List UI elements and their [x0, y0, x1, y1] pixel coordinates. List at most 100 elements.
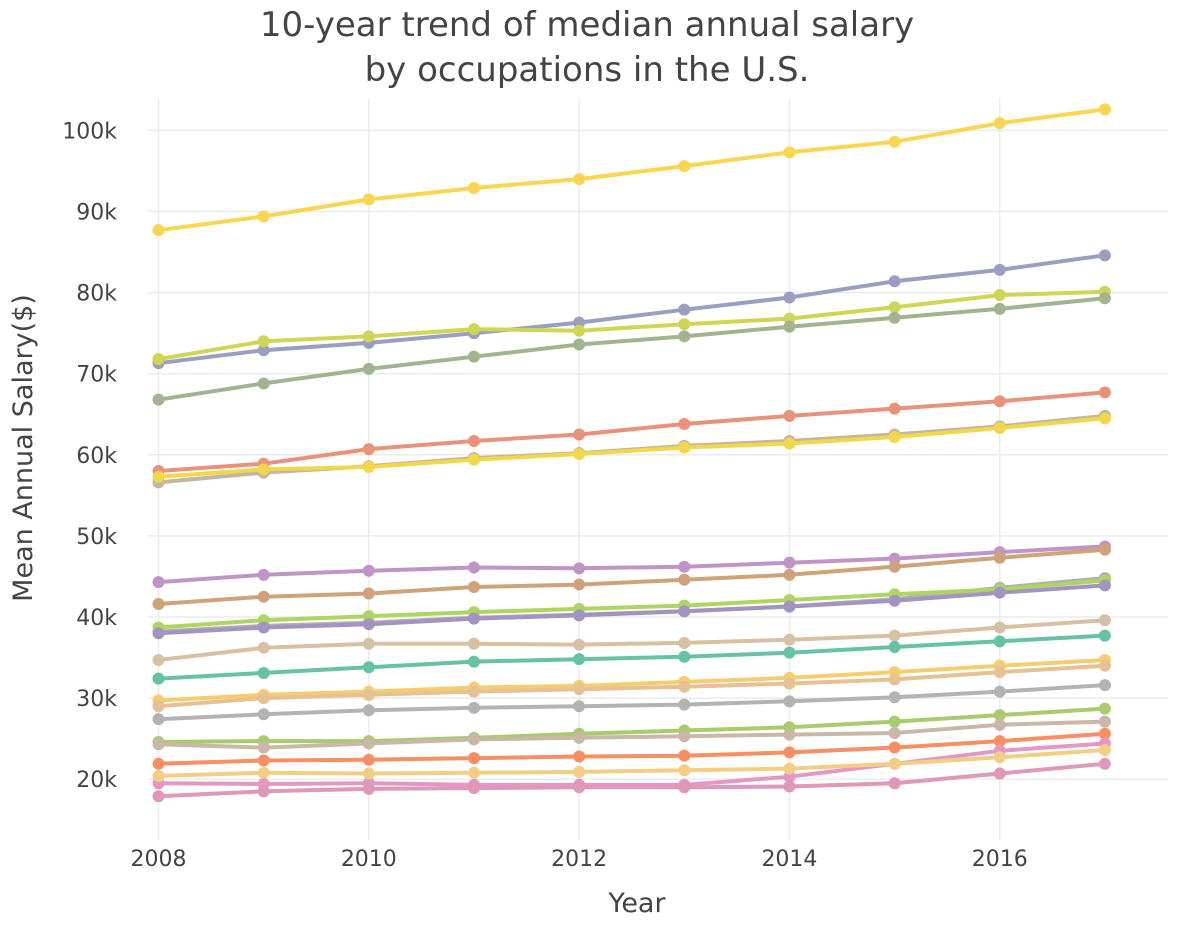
data-point	[993, 263, 1006, 276]
data-point	[888, 757, 901, 770]
data-point	[783, 728, 796, 741]
data-point	[783, 780, 796, 793]
data-point	[783, 291, 796, 304]
data-point	[257, 344, 270, 357]
data-point	[573, 338, 586, 351]
series-lines	[152, 103, 1111, 803]
y-axis-tick-labels: 20k 30k 40k 50k 60k 70k 80k 90k 100k	[62, 119, 117, 793]
data-point	[362, 767, 375, 780]
series-line	[156, 583, 1107, 636]
data-point	[993, 395, 1006, 408]
data-point	[888, 741, 901, 754]
y-tick-label: 60k	[76, 444, 117, 469]
data-point	[888, 640, 901, 653]
series-17	[152, 679, 1111, 726]
data-point	[678, 698, 691, 711]
series-5	[152, 386, 1111, 478]
data-point	[152, 738, 165, 751]
series-line	[156, 731, 1107, 766]
x-tick-label: 2010	[341, 847, 397, 872]
data-point	[573, 562, 586, 575]
data-point	[1098, 629, 1111, 642]
series-9	[152, 543, 1111, 611]
data-point	[1098, 743, 1111, 756]
series-22	[152, 743, 1111, 782]
data-point	[678, 441, 691, 454]
data-point	[467, 435, 480, 448]
data-point	[257, 335, 270, 348]
data-point	[888, 430, 901, 443]
data-point	[467, 782, 480, 795]
data-point	[678, 730, 691, 743]
data-point	[573, 683, 586, 696]
data-point	[993, 666, 1006, 679]
data-point	[888, 691, 901, 704]
series-line	[156, 544, 1107, 585]
series-line	[156, 633, 1107, 681]
data-point	[257, 666, 270, 679]
data-point	[1098, 386, 1111, 399]
data-point	[467, 323, 480, 336]
data-point	[573, 765, 586, 778]
data-point	[152, 224, 165, 237]
y-axis-title: Mean Annual Salary($)	[8, 294, 39, 602]
series-line	[156, 748, 1107, 778]
x-tick-label: 2008	[131, 847, 187, 872]
series-14	[152, 629, 1111, 685]
data-point	[1098, 757, 1111, 770]
data-point	[467, 766, 480, 779]
data-point	[467, 612, 480, 625]
data-point	[1098, 702, 1111, 715]
data-point	[783, 677, 796, 690]
data-point	[362, 753, 375, 766]
data-point	[362, 362, 375, 375]
data-point	[783, 633, 796, 646]
data-point	[1098, 249, 1111, 262]
data-point	[467, 752, 480, 765]
data-point	[362, 618, 375, 631]
data-point	[993, 635, 1006, 648]
data-point	[362, 688, 375, 701]
data-point	[152, 790, 165, 803]
data-point	[1098, 614, 1111, 627]
data-point	[993, 302, 1006, 315]
data-point	[993, 117, 1006, 130]
data-point	[783, 556, 796, 569]
data-point	[678, 605, 691, 618]
data-point	[888, 402, 901, 415]
data-point	[362, 587, 375, 600]
data-point	[783, 146, 796, 159]
data-point	[152, 653, 165, 666]
data-point	[573, 638, 586, 651]
data-point	[467, 182, 480, 195]
data-point	[152, 627, 165, 640]
data-point	[678, 318, 691, 331]
x-tick-label: 2016	[972, 847, 1028, 872]
data-point	[993, 586, 1006, 599]
series-line	[156, 296, 1107, 402]
data-point	[678, 781, 691, 794]
data-point	[678, 636, 691, 649]
y-tick-label: 50k	[76, 525, 117, 550]
series-13	[152, 614, 1111, 666]
series-line	[156, 719, 1107, 750]
data-point	[678, 160, 691, 173]
data-point	[257, 741, 270, 754]
data-point	[362, 661, 375, 674]
series-line	[156, 761, 1107, 799]
data-point	[888, 715, 901, 728]
data-point	[783, 437, 796, 450]
series-4	[152, 292, 1111, 406]
data-point	[993, 709, 1006, 722]
data-point	[783, 646, 796, 659]
data-point	[888, 629, 901, 642]
data-point	[257, 641, 270, 654]
data-point	[993, 422, 1006, 435]
data-point	[362, 737, 375, 750]
data-point	[257, 621, 270, 634]
data-point	[993, 751, 1006, 764]
data-point	[573, 428, 586, 441]
data-point	[783, 320, 796, 333]
data-point	[888, 560, 901, 573]
data-point	[362, 704, 375, 717]
